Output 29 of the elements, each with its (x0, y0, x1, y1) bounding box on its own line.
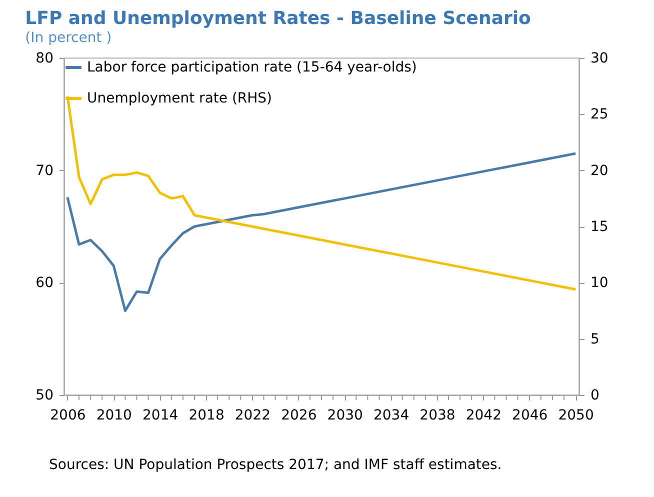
y-tick-label: 60 (36, 275, 54, 292)
x-tick-label: 2010 (96, 408, 132, 424)
y2-tick-label: 0 (590, 388, 600, 404)
x-tick-label: 2038 (420, 408, 456, 424)
y2-tick-label: 20 (590, 162, 608, 179)
y2-tick-label: 5 (590, 331, 600, 348)
source-note: Sources: UN Population Prospects 2017; and IMF staff estimates. (49, 457, 502, 473)
y2-tick-label: 15 (590, 219, 608, 235)
x-tick-label: 2034 (373, 408, 410, 424)
y2-tick-label: 30 (590, 50, 608, 66)
x-tick-label: 2030 (327, 408, 363, 424)
x-tick-label: 2018 (188, 408, 224, 424)
x-tick-label: 2042 (466, 408, 502, 424)
y-tick-label: 50 (36, 388, 54, 404)
chart-subtitle: (In percent ) (25, 30, 112, 46)
x-tick-label: 2026 (281, 408, 317, 424)
x-tick-label: 2046 (512, 408, 548, 424)
legend-label: Labor force participation rate (15-64 year-olds) (87, 60, 417, 76)
x-tick-label: 2050 (558, 408, 594, 424)
y-tick-label: 80 (36, 50, 54, 66)
y2-tick-label: 25 (590, 106, 608, 123)
y2-tick-label: 10 (590, 275, 608, 292)
chart-title: LFP and Unemployment Rates - Baseline Scenario (25, 8, 531, 29)
x-tick-label: 2006 (50, 408, 86, 424)
line-series (66, 152, 577, 312)
legend-label: Unemployment rate (RHS) (87, 90, 272, 106)
x-tick-label: 2014 (142, 408, 178, 424)
y-tick-label: 70 (36, 162, 54, 179)
x-tick-label: 2022 (234, 408, 271, 424)
